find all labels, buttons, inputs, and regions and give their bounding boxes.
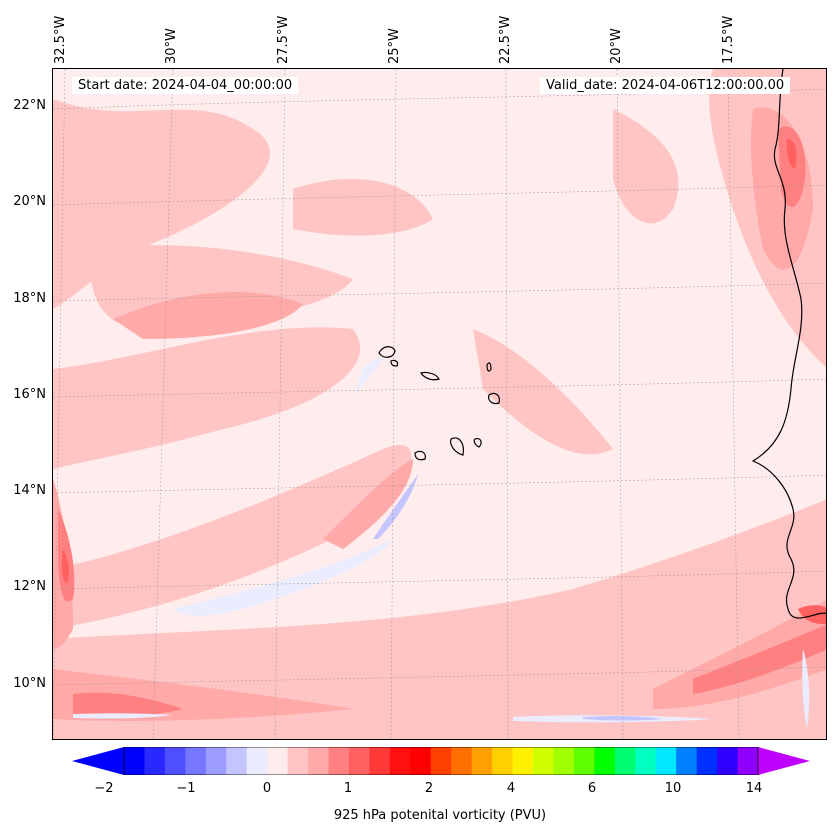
colorbar-cell — [267, 747, 289, 775]
pv-contour-peak — [61, 138, 826, 625]
lon-label-32-5w: 32.5°W — [53, 15, 68, 64]
colorbar-cell — [594, 747, 616, 775]
colorbar-border — [123, 747, 759, 775]
lon-label-27-5w: 27.5°W — [276, 15, 291, 64]
valid-date-label: Valid_date: 2024-04-06T12:00:00.00 — [540, 77, 791, 94]
colorbar-label: 925 hPa potenital vorticity (PVU) — [333, 808, 547, 823]
colorbar-cell — [635, 747, 657, 775]
colorbar-cell — [308, 747, 330, 775]
colorbar-cell — [226, 747, 248, 775]
colorbar-tick-14: 14 — [745, 781, 763, 796]
colorbar-cell — [246, 747, 268, 775]
pv-colorbar — [72, 747, 810, 775]
colorbar-cell — [451, 747, 473, 775]
colorbar-tick-0: 0 — [262, 781, 272, 796]
colorbar-cell — [471, 747, 493, 775]
colorbar-tick-minus2: −2 — [94, 781, 114, 796]
lon-label-25w: 25°W — [387, 28, 402, 64]
colorbar-cell — [144, 747, 166, 775]
colorbar-cell — [348, 747, 370, 775]
colorbar-cell — [614, 747, 636, 775]
lat-label-10n: 10°N — [13, 676, 46, 691]
colorbar-tick-2: 2 — [424, 781, 434, 796]
colorbar-cell — [410, 747, 432, 775]
colorbar-tick-6: 6 — [587, 781, 597, 796]
start-date-label: Start date: 2024-04-04_00:00:00 — [72, 77, 299, 94]
colorbar-cell — [389, 747, 411, 775]
colorbar-tick-minus1: −1 — [176, 781, 196, 796]
pv-contour-negative — [73, 357, 810, 729]
lat-label-14n: 14°N — [13, 483, 46, 498]
colorbar-over-arrow — [758, 747, 810, 775]
pv-contour-map — [53, 69, 826, 739]
colorbar-cell — [533, 747, 554, 775]
cape-verde-islands — [378, 346, 500, 461]
lat-label-12n: 12°N — [13, 579, 46, 594]
lat-label-20n: 20°N — [13, 194, 46, 209]
colorbar-tick-10: 10 — [664, 781, 682, 796]
colorbar-cell — [164, 747, 186, 775]
colorbar-under-arrow — [72, 747, 124, 775]
colorbar-cell — [717, 747, 739, 775]
colorbar-cell — [124, 747, 145, 775]
map-panel[interactable] — [52, 68, 827, 740]
colorbar-cell — [737, 747, 759, 775]
colorbar-cell — [369, 747, 391, 775]
colorbar-cell — [328, 747, 350, 775]
lon-label-17-5w: 17.5°W — [721, 15, 736, 64]
pv-contour-light — [53, 69, 826, 739]
colorbar-cell — [655, 747, 677, 775]
colorbar-cell — [287, 747, 309, 775]
colorbar-cell — [492, 747, 514, 775]
colorbar-cell — [573, 747, 595, 775]
lat-label-22n: 22°N — [13, 98, 46, 113]
colorbar-cell — [205, 747, 227, 775]
colorbar-cell — [430, 747, 452, 775]
lon-label-30w: 30°W — [164, 28, 179, 64]
colorbar-tick-1: 1 — [343, 781, 353, 796]
colorbar-cell — [185, 747, 207, 775]
pv-contour-strong — [58, 126, 826, 717]
colorbar-cell — [696, 747, 718, 775]
lat-label-18n: 18°N — [13, 291, 46, 306]
colorbar-cells — [124, 747, 759, 775]
colorbar-cell — [553, 747, 575, 775]
colorbar-cell — [676, 747, 698, 775]
colorbar-tick-4: 4 — [506, 781, 516, 796]
lon-label-22-5w: 22.5°W — [498, 15, 513, 64]
colorbar-cell — [512, 747, 534, 775]
lat-label-16n: 16°N — [13, 387, 46, 402]
africa-coastline — [751, 69, 826, 619]
lon-label-20w: 20°W — [609, 28, 624, 64]
